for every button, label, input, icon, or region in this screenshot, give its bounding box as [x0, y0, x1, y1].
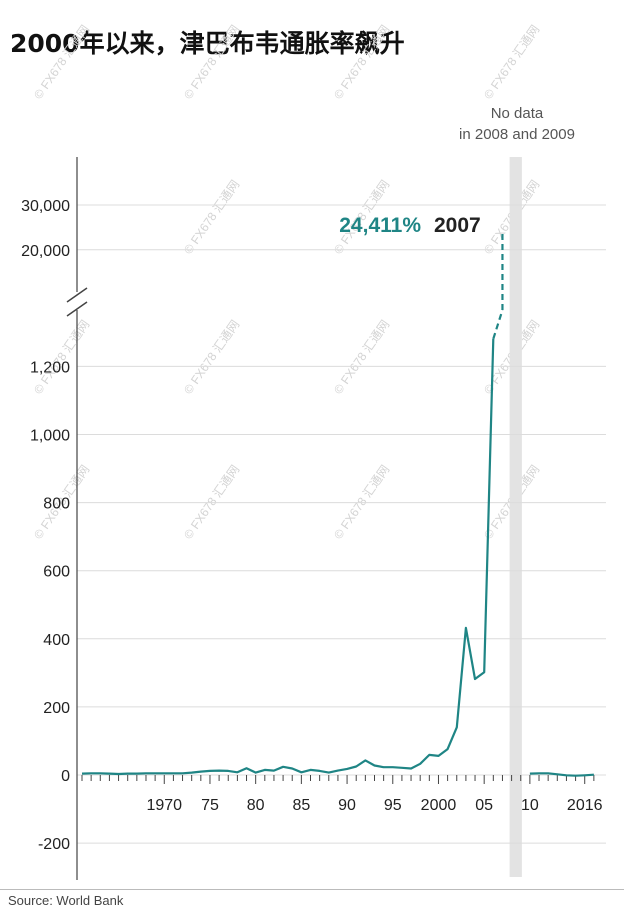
y-tick-label: 0: [61, 768, 70, 785]
no-data-label-line2: in 2008 and 2009: [459, 126, 575, 143]
y-tick-label: 400: [43, 632, 70, 649]
watermark: © FX678 汇通网: [481, 23, 542, 102]
peak-year-label: 2007: [434, 214, 481, 237]
x-tick-label: 1970: [146, 797, 182, 814]
series-line-segment: [81, 338, 495, 776]
x-tick-label: 95: [384, 797, 402, 814]
chart-title: 2000年以来，津巴布韦通胀率飙升: [10, 29, 405, 58]
axis-break-mark: [66, 301, 88, 317]
y-tick-label: 1,000: [30, 428, 70, 445]
y-tick-label: 200: [43, 700, 70, 717]
source-note: Source: World Bank: [8, 893, 124, 908]
watermark: © FX678 汇通网: [331, 23, 392, 102]
watermark: © FX678 汇通网: [181, 178, 242, 257]
series-line-segment: [529, 772, 594, 777]
watermark: © FX678 汇通网: [181, 23, 242, 102]
peak-value-label: 24,411%: [339, 214, 421, 237]
watermark: © FX678 汇通网: [31, 23, 92, 102]
x-tick-label: 05: [475, 797, 493, 814]
watermark: © FX678 汇通网: [181, 318, 242, 397]
x-tick-label: 2016: [567, 797, 603, 814]
y-tick-label: 800: [43, 496, 70, 513]
series-line-dashed: [492, 309, 504, 340]
peak-annotation: No data in 2008 and 2009 24,411% 2007: [339, 105, 575, 237]
watermark: © FX678 汇通网: [31, 318, 92, 397]
bottom-divider: [0, 889, 624, 890]
watermark: © FX678 汇通网: [331, 318, 392, 397]
y-axis-line: [66, 157, 88, 880]
x-tick-label: 90: [338, 797, 356, 814]
x-tick-label: 80: [247, 797, 265, 814]
series-line: [81, 230, 594, 777]
gridlines: [77, 204, 606, 844]
y-tick-label: 1,200: [30, 359, 70, 376]
x-tick-label: 2000: [421, 797, 457, 814]
y-tick-label: 30,000: [21, 198, 70, 215]
axis-break-mark: [66, 287, 88, 303]
watermark-layer: © FX678 汇通网 © FX678 汇通网 © FX678 汇通网 © FX678…: [31, 23, 542, 542]
x-tick-label: 75: [201, 797, 219, 814]
x-tick-label: 10: [521, 797, 539, 814]
no-data-label-line1: No data: [491, 105, 544, 122]
y-tick-label: -200: [38, 836, 70, 853]
y-tick-labels: -200 0 200 400 600 800 1,000 1,200 20,000 30,000: [21, 198, 70, 853]
no-data-band: [509, 157, 522, 877]
x-axis-ticks: 1970 75 80 85 90 95 2000 05 10 2016: [81, 775, 603, 814]
x-tick-label: 85: [292, 797, 310, 814]
y-tick-label: 20,000: [21, 243, 70, 260]
y-tick-label: 600: [43, 564, 70, 581]
